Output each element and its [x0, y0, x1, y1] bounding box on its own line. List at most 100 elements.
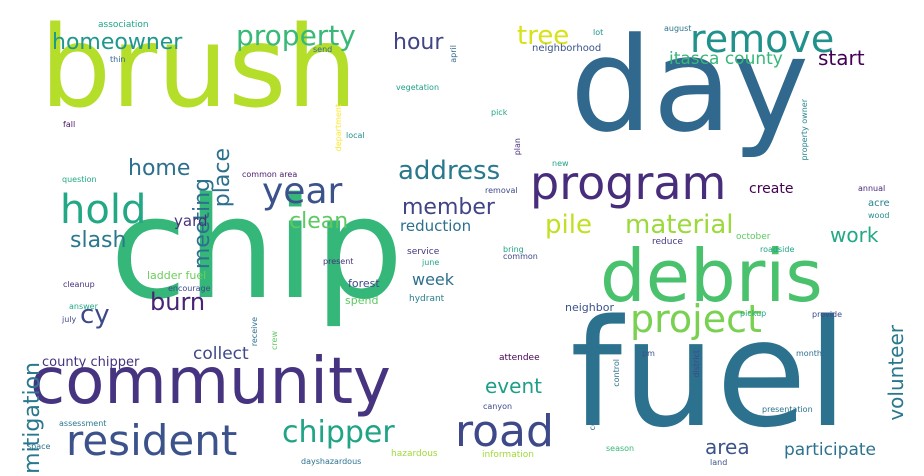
word-august: august	[664, 24, 692, 33]
word-canyon: canyon	[483, 402, 513, 411]
word-county-chipper: county chipper	[42, 355, 140, 370]
word-project: project	[630, 297, 762, 341]
word-provide: provide	[812, 310, 843, 319]
word-event: event	[485, 374, 542, 398]
word-control: control	[612, 359, 621, 387]
word-itasca-county: itasca county	[669, 49, 783, 69]
word-answer: answer	[69, 302, 98, 311]
word-hydrant: hydrant	[409, 294, 445, 304]
word-common: common	[503, 252, 538, 261]
word-april: april	[449, 45, 458, 63]
word-week: week	[412, 270, 455, 289]
word-dayshazardous: dayshazardous	[301, 457, 362, 466]
word-debris: debris	[600, 234, 823, 318]
word-encourage: encourage	[168, 284, 211, 293]
word-collect: collect	[193, 344, 249, 364]
word-department: department	[334, 104, 343, 152]
word-present: present	[323, 257, 354, 266]
word-chip: chip	[110, 168, 404, 331]
word-work: work	[830, 223, 879, 247]
word-common-area: common area	[242, 170, 298, 179]
word-reduction: reduction	[400, 217, 472, 235]
word-annual: annual	[858, 184, 886, 193]
word-homeowner: homeowner	[52, 30, 183, 55]
word-burn: burn	[150, 288, 206, 316]
word-vegetation: vegetation	[396, 83, 440, 92]
word-reduce: reduce	[652, 237, 683, 247]
word-participate: participate	[784, 440, 876, 460]
word-brush: brush	[40, 3, 358, 133]
word-member: member	[402, 195, 495, 220]
word-hold: hold	[60, 187, 147, 233]
word-material: material	[625, 210, 734, 240]
word-season: season	[606, 444, 635, 453]
word-association: association	[98, 20, 149, 30]
word-mitigation: mitigation	[20, 362, 45, 474]
word-fall: fall	[63, 120, 76, 129]
word-fuel: fuel	[570, 288, 849, 460]
word-cleanup: cleanup	[63, 280, 95, 289]
word-address: address	[398, 156, 501, 186]
word-removal: removal	[485, 186, 518, 195]
word-lot: lot	[593, 28, 604, 37]
word-program: program	[530, 156, 727, 210]
word-local: local	[346, 131, 365, 140]
word-send: send	[313, 45, 333, 54]
word-volunteer: volunteer	[884, 325, 908, 421]
word-receive: receive	[250, 317, 259, 347]
word-hour: hour	[393, 30, 444, 55]
word-pick: pick	[491, 108, 508, 117]
word-community: community	[30, 345, 391, 419]
word-neighbor: neighbor	[565, 301, 614, 314]
word-thin: thin	[110, 55, 126, 64]
word-remove: remove	[690, 17, 835, 61]
word-clean: clean	[289, 209, 349, 234]
word-area: area	[705, 435, 750, 459]
word-space: space	[27, 442, 51, 451]
word-acre: acre	[868, 198, 890, 209]
word-property: property	[236, 19, 356, 52]
word-attendee: attendee	[499, 353, 540, 363]
word-home: home	[128, 156, 191, 181]
word-property-owner: property owner	[800, 99, 809, 161]
word-october: october	[736, 232, 771, 242]
word-plan: plan	[513, 138, 522, 156]
word-yard: yard	[174, 212, 208, 230]
word-road: road	[455, 406, 554, 457]
word-spend: spend	[345, 294, 379, 307]
word-complete: complete	[588, 393, 597, 431]
word-assessment: assessment	[59, 419, 107, 428]
word-question: question	[62, 175, 97, 184]
word-pickup: pickup	[740, 309, 767, 318]
word-july: july	[62, 315, 77, 324]
word-slash: slash	[70, 228, 127, 253]
word-day: day	[570, 9, 810, 161]
word-new: new	[552, 159, 569, 168]
word-hazardous: hazardous	[391, 449, 438, 459]
word-information: information	[482, 450, 534, 460]
word-pm: pm	[642, 349, 655, 358]
word-neighborhood: neighborhood	[532, 43, 602, 54]
word-pile: pile	[545, 210, 592, 240]
word-bring: bring	[503, 245, 524, 254]
word-roadside: roadside	[760, 245, 795, 254]
word-month: month	[796, 349, 822, 358]
word-service: service	[407, 247, 440, 257]
word-ladder-fuel: ladder fuel	[147, 269, 207, 282]
word-year: year	[262, 171, 343, 212]
word-resident: resident	[66, 416, 238, 465]
word-presentation: presentation	[762, 405, 813, 414]
word-crew: crew	[270, 331, 279, 350]
word-place: place	[210, 148, 235, 208]
word-land: land	[710, 458, 728, 467]
word-june: june	[422, 258, 440, 267]
word-tree: tree	[517, 21, 570, 51]
word-create: create	[749, 181, 794, 197]
word-start: start	[818, 46, 865, 70]
word-forest: forest	[348, 277, 380, 290]
word-district: district	[692, 350, 701, 378]
word-chipper: chipper	[282, 415, 395, 450]
word-cy: cy	[80, 300, 110, 330]
word-wood: wood	[868, 211, 890, 220]
